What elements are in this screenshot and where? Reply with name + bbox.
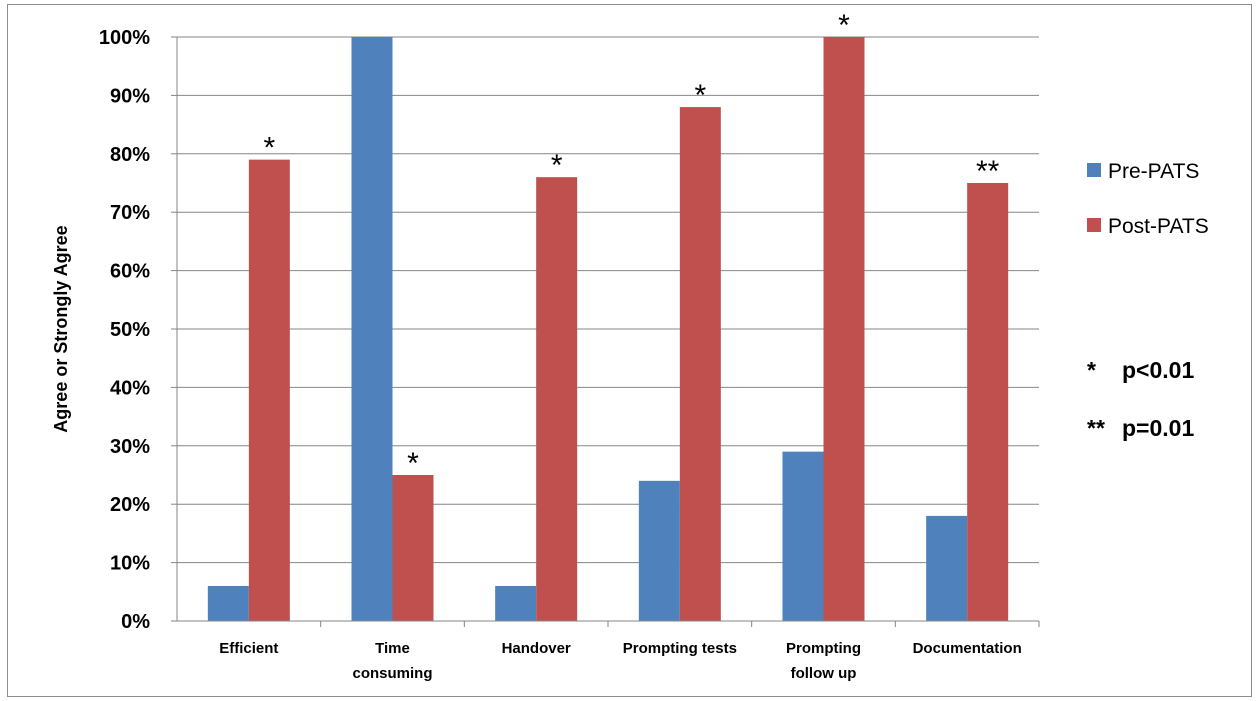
x-category-label: Documentation [913, 640, 1022, 657]
significance-marker: * [407, 447, 419, 480]
legend-swatch-post-pats [1087, 218, 1101, 232]
significance-marker: * [263, 132, 275, 165]
bar-post-pats-3 [679, 107, 721, 621]
bar-pre-pats-5 [926, 515, 968, 621]
bar-pre-pats-1 [351, 37, 393, 621]
note-marker-1: * [1087, 357, 1096, 383]
bar-pre-pats-2 [495, 585, 537, 621]
y-tick-label: 80% [110, 144, 150, 166]
y-tick-label: 30% [110, 436, 150, 458]
note-marker-2: ** [1087, 415, 1105, 441]
chart-frame [7, 4, 1252, 697]
significance-markers: ******* [263, 9, 999, 480]
y-tick-label: 20% [110, 494, 150, 516]
legend: Pre-PATS Post-PATS [1087, 160, 1209, 238]
x-category-labels: Efficient Time consuming Handover Prompting … [219, 621, 1040, 682]
bar-post-pats-4 [823, 37, 865, 621]
y-tick-label: 0% [121, 611, 150, 633]
y-tick-label: 40% [110, 377, 150, 399]
x-category-label: Efficient [219, 640, 278, 657]
x-category-label: consuming [352, 665, 432, 682]
bar-post-pats-5 [967, 183, 1009, 621]
y-axis-label: Agree or Strongly Agree [51, 225, 71, 432]
bar-pre-pats-3 [638, 480, 680, 621]
y-tick-label: 100% [99, 27, 150, 49]
significance-marker: * [551, 149, 563, 182]
y-tick-label: 50% [110, 319, 150, 341]
x-category-label: Prompting tests [623, 640, 737, 657]
x-category-label: Handover [502, 640, 571, 657]
significance-note: * p<0.01 ** p=0.01 [1087, 357, 1194, 441]
legend-label-post-pats: Post-PATS [1108, 215, 1209, 238]
significance-marker: * [838, 9, 850, 42]
significance-marker: ** [976, 155, 1000, 188]
y-tick-label: 10% [110, 553, 150, 575]
bar-post-pats-1 [392, 475, 434, 621]
y-tick-label: 90% [110, 85, 150, 107]
legend-swatch-pre-pats [1087, 163, 1101, 177]
bar-post-pats-2 [536, 177, 578, 621]
x-category-label: follow up [791, 665, 857, 682]
note-text-2: p=0.01 [1122, 415, 1194, 441]
x-category-label: Time [375, 640, 410, 657]
y-tick-label: 60% [110, 261, 150, 283]
note-text-1: p<0.01 [1122, 357, 1194, 383]
bar-pre-pats-0 [207, 585, 249, 621]
bar-post-pats-0 [248, 159, 290, 621]
legend-label-pre-pats: Pre-PATS [1108, 160, 1199, 183]
x-category-label: Prompting [786, 640, 861, 657]
y-tick-labels: 0% 10% 20% 30% 40% 50% 60% 70% 80% 90% 100% [99, 27, 177, 633]
gridlines [177, 36, 1039, 564]
significance-marker: * [694, 79, 706, 112]
bars [207, 37, 1009, 621]
y-tick-label: 70% [110, 202, 150, 224]
bar-pre-pats-4 [782, 451, 824, 621]
